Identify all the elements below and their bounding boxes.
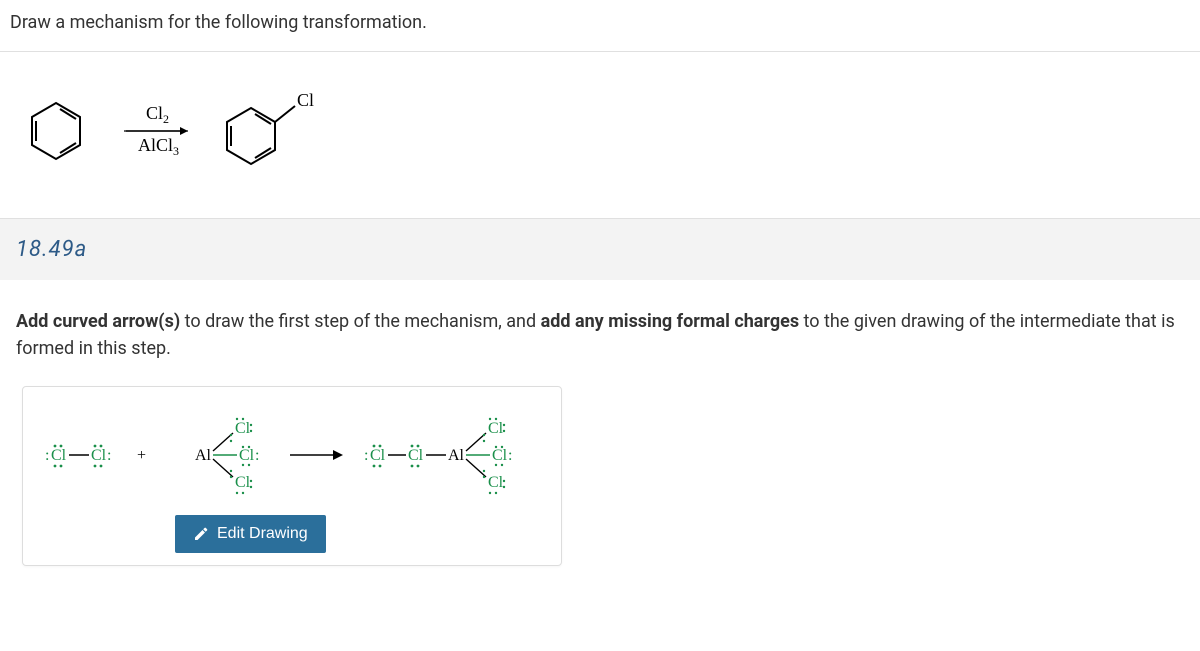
svg-text::: :: [364, 447, 368, 464]
alcl3-cl-mid: Cl: [239, 447, 255, 464]
cl2-molecule: Cl : Cl :: [45, 445, 111, 468]
int-cl-2: Cl: [408, 447, 424, 464]
svg-text::: :: [45, 447, 49, 464]
instruction-text-1: to draw the first step of the mechanism,…: [180, 311, 540, 332]
mechanism-arrow: [290, 450, 343, 460]
alcl3-cl-top: Cl: [235, 420, 251, 437]
product-cl-label: Cl: [297, 90, 314, 110]
int-cl-mid: Cl: [492, 447, 508, 464]
question-prompt: Draw a mechanism for the following trans…: [0, 0, 1200, 52]
cl-atom-right: Cl: [91, 447, 107, 464]
step-instruction: Add curved arrow(s) to draw the first st…: [0, 280, 1200, 372]
intermediate-complex: : Cl Cl Al Cl Cl : Cl: [364, 418, 512, 494]
plus-sign: +: [137, 447, 146, 464]
chlorobenzene-product: Cl: [227, 90, 314, 164]
int-cl-bot: Cl: [488, 474, 504, 491]
reagent-bottom: AlCl3: [138, 135, 179, 158]
instruction-bold-1: Add curved arrow(s): [16, 311, 180, 332]
cl-atom-left: Cl: [51, 447, 67, 464]
pencil-icon: [193, 526, 209, 542]
reaction-scheme: Cl2 AlCl3 Cl: [0, 52, 1200, 219]
int-al: Al: [448, 447, 465, 464]
edit-drawing-label: Edit Drawing: [217, 525, 308, 543]
int-cl-top: Cl: [488, 420, 504, 437]
alcl3-molecule: Al Cl Cl : Cl: [195, 418, 259, 494]
benzene-reactant: [32, 103, 80, 159]
reaction-svg: Cl2 AlCl3 Cl: [16, 76, 356, 186]
int-cl-1: Cl: [370, 447, 386, 464]
alcl3-cl-bot: Cl: [235, 474, 251, 491]
drawing-canvas[interactable]: Cl : Cl : + Al Cl: [22, 386, 562, 566]
reagent-top: Cl2: [146, 103, 169, 126]
al-atom: Al: [195, 447, 212, 464]
instruction-bold-2: add any missing formal charges: [541, 311, 800, 332]
reaction-arrow-group: Cl2 AlCl3: [124, 103, 188, 158]
mechanism-svg: Cl : Cl : + Al Cl: [35, 405, 545, 505]
edit-drawing-button[interactable]: Edit Drawing: [175, 515, 326, 553]
svg-text::: :: [508, 447, 512, 464]
part-label: 18.49a: [0, 219, 1200, 280]
svg-text::: :: [255, 447, 259, 464]
svg-text::: :: [107, 447, 111, 464]
